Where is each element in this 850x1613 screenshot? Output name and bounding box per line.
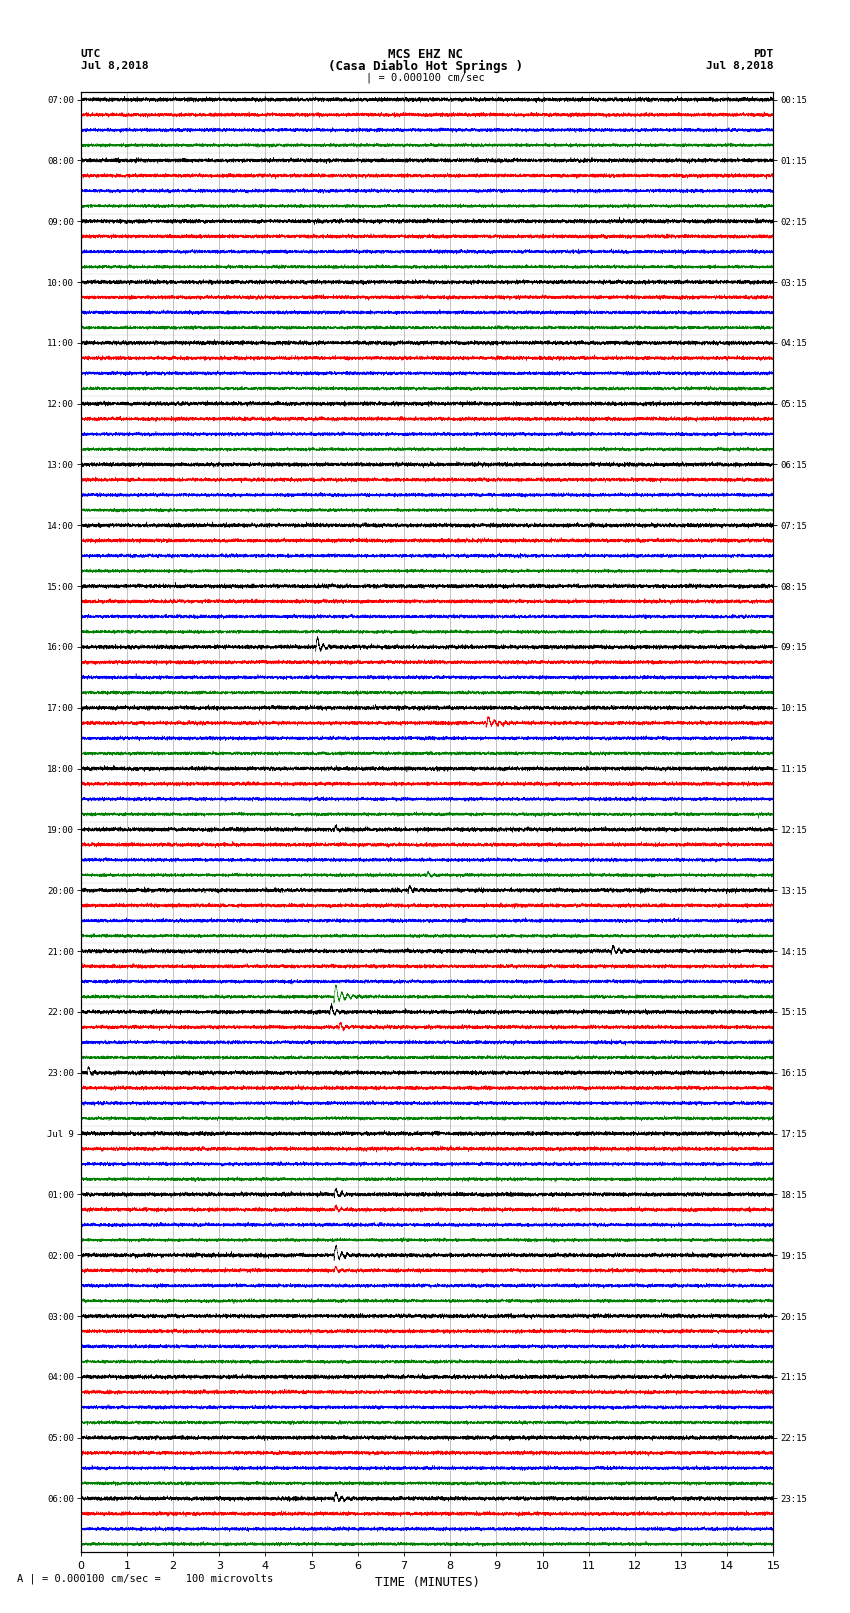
Text: (Casa Diablo Hot Springs ): (Casa Diablo Hot Springs ): [327, 60, 523, 73]
Text: UTC: UTC: [81, 48, 101, 60]
Text: Jul 8,2018: Jul 8,2018: [81, 61, 148, 71]
Text: Jul 8,2018: Jul 8,2018: [706, 61, 774, 71]
X-axis label: TIME (MINUTES): TIME (MINUTES): [375, 1576, 479, 1589]
Text: MCS EHZ NC: MCS EHZ NC: [388, 47, 462, 61]
Text: | = 0.000100 cm/sec: | = 0.000100 cm/sec: [366, 73, 484, 82]
Text: PDT: PDT: [753, 48, 774, 60]
Text: A | = 0.000100 cm/sec =    100 microvolts: A | = 0.000100 cm/sec = 100 microvolts: [17, 1574, 273, 1584]
